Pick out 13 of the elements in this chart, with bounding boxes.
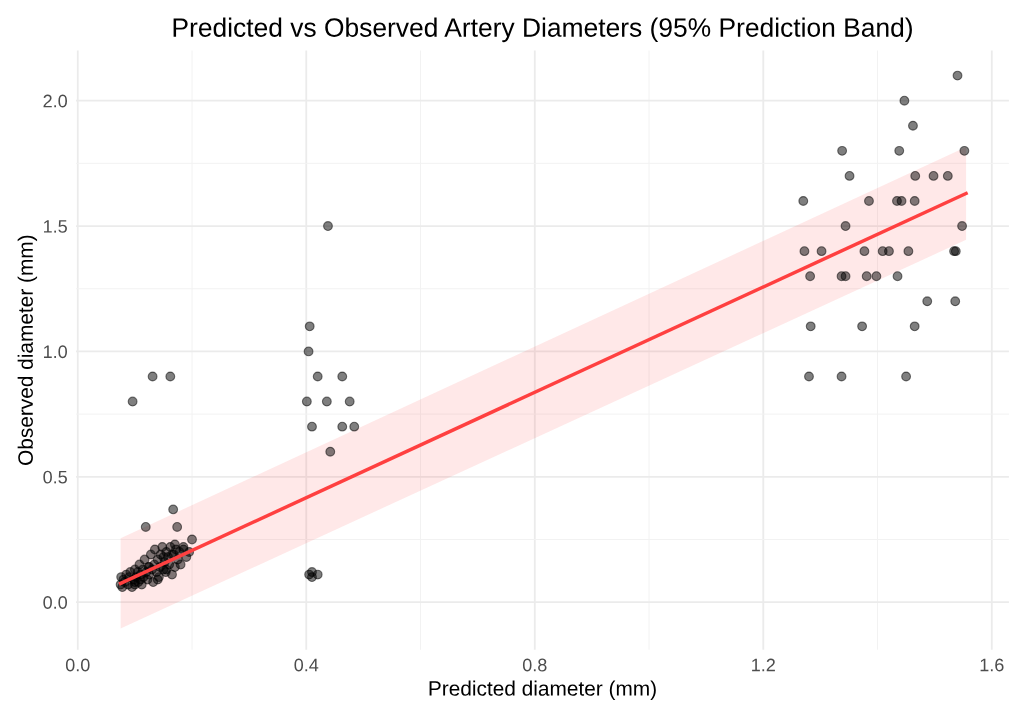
x-tick-label: 0.8	[522, 658, 547, 672]
x-axis-title: Predicted diameter (mm)	[429, 680, 656, 700]
y-tick-label: 2.0	[43, 94, 68, 108]
y-tick-label: 1.0	[44, 345, 68, 359]
x-tick-label: 0.0	[65, 658, 90, 672]
y-tick-label: 1.5	[44, 220, 67, 233]
x-tick-label: 0.4	[294, 658, 319, 672]
y-axis-title: Observed diameter (mm)	[17, 235, 38, 465]
x-tick-label: 1.6	[980, 658, 1004, 672]
chart-title: Predicted vs Observed Artery Diameters (95% Prediction Band)	[173, 17, 912, 43]
y-tick-label: 0.0	[43, 596, 68, 609]
y-tick-label: 0.5	[43, 470, 67, 484]
x-tick-label: 1.2	[752, 658, 775, 672]
